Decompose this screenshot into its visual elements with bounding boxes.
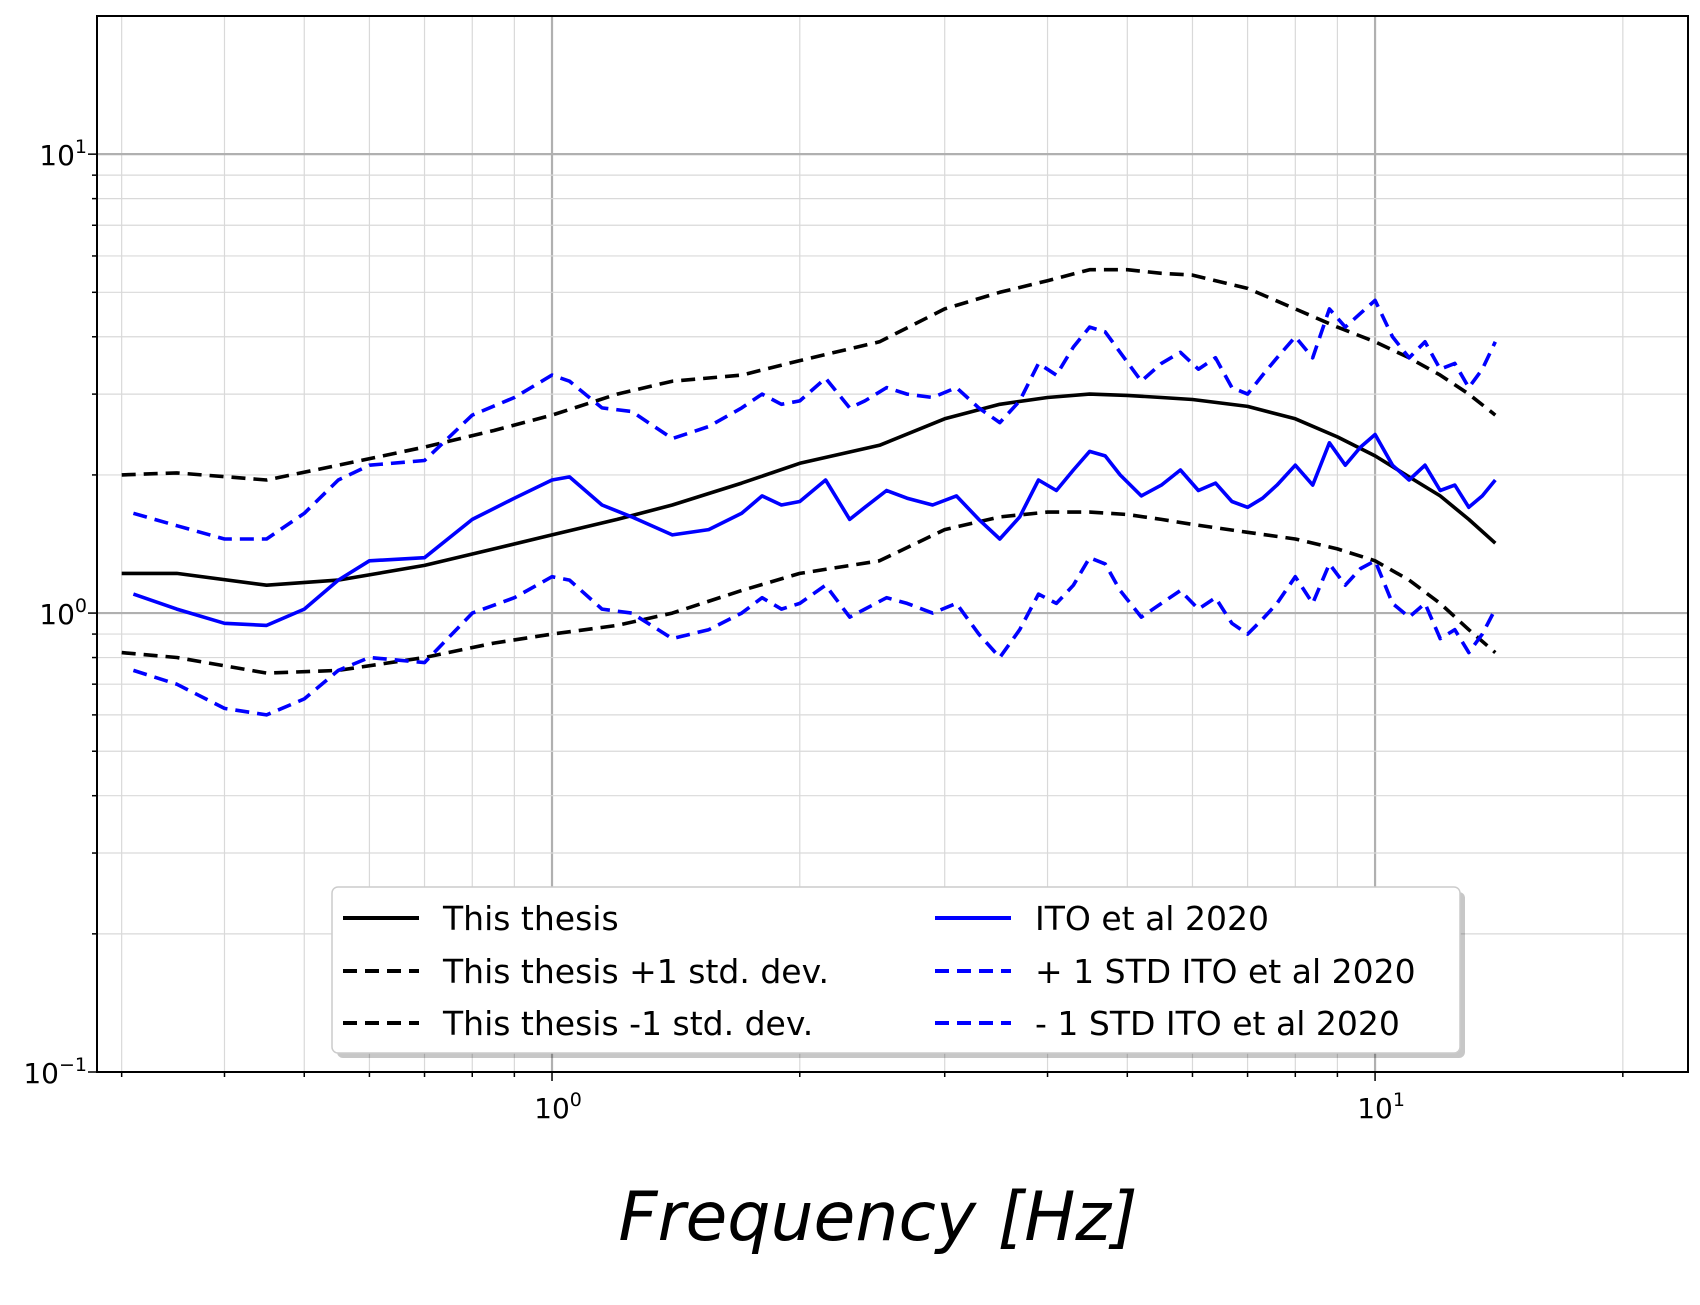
y-tick-label: 100 <box>39 595 87 631</box>
legend-label-3: This thesis -1 std. dev. <box>442 1004 813 1043</box>
y-tick-label: 10−1 <box>23 1054 87 1090</box>
legend-label-6: - 1 STD ITO et al 2020 <box>1035 1004 1400 1043</box>
series-line-2 <box>121 267 1497 482</box>
legend: This thesis This thesis +1 std. dev. This … <box>331 886 1465 1058</box>
axis-ticks: 100 101 10−1 100 101 <box>23 136 1624 1125</box>
legend-label-1: This thesis <box>442 899 619 938</box>
legend-box <box>331 886 1461 1054</box>
x-axis-label: Frequency [Hz] <box>618 1178 1137 1257</box>
series-line-4 <box>132 432 1497 628</box>
series-line-3 <box>121 510 1497 675</box>
series-line-1 <box>121 392 1497 587</box>
x-tick-label: 101 <box>1357 1089 1405 1125</box>
axes-frame <box>96 15 1689 1073</box>
x-tick-label: 100 <box>534 1089 582 1125</box>
legend-label-5: + 1 STD ITO et al 2020 <box>1035 952 1416 991</box>
legend-label-4: ITO et al 2020 <box>1035 899 1269 938</box>
series-line-6 <box>132 555 1497 717</box>
legend-label-2: This thesis +1 std. dev. <box>442 952 829 991</box>
series-layer <box>121 267 1497 717</box>
y-tick-label: 101 <box>39 136 87 172</box>
